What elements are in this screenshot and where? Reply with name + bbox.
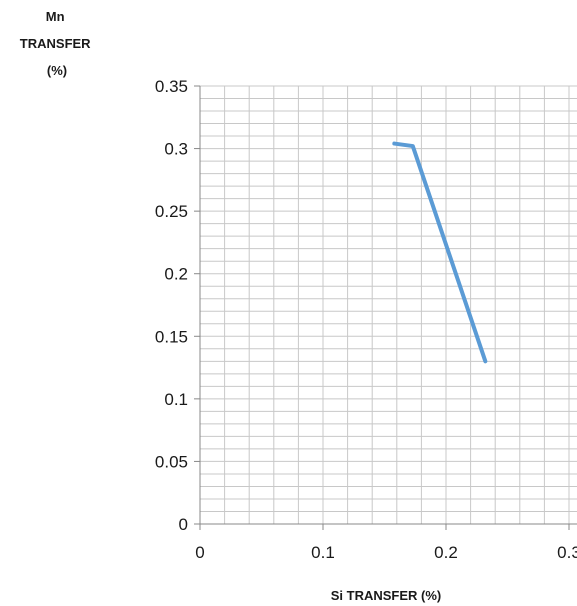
y-axis-title-line-1: Mn — [46, 9, 65, 24]
x-tick-label: 0 — [195, 543, 204, 562]
y-tick-label: 0.35 — [155, 77, 188, 96]
series — [392, 141, 488, 364]
x-tick-label: 0.3 — [557, 543, 577, 562]
y-tick-label: 0.25 — [155, 202, 188, 221]
y-tick-label: 0.3 — [164, 140, 188, 159]
y-tick-label: 0.15 — [155, 327, 188, 346]
x-tick-label: 0.1 — [311, 543, 335, 562]
grid — [199, 85, 577, 525]
axes — [199, 86, 577, 525]
y-tick-label: 0.1 — [164, 390, 188, 409]
y-axis-title-line-3: (%) — [47, 63, 67, 78]
x-tick-labels: 0 0.1 0.2 0.3 — [195, 524, 577, 562]
series-line — [392, 141, 488, 364]
y-tick-labels: 0 0.05 0.1 0.15 0.2 0.25 0.3 0.35 — [155, 77, 200, 534]
y-tick-label: 0 — [179, 515, 188, 534]
x-tick-label: 0.2 — [434, 543, 458, 562]
y-tick-label: 0.2 — [164, 265, 188, 284]
x-axis-title: Si TRANSFER (%) — [331, 588, 442, 603]
y-tick-label: 0.05 — [155, 452, 188, 471]
y-axis-title: Mn TRANSFER (%) — [20, 9, 94, 78]
y-axis-title-line-2: TRANSFER — [20, 36, 91, 51]
